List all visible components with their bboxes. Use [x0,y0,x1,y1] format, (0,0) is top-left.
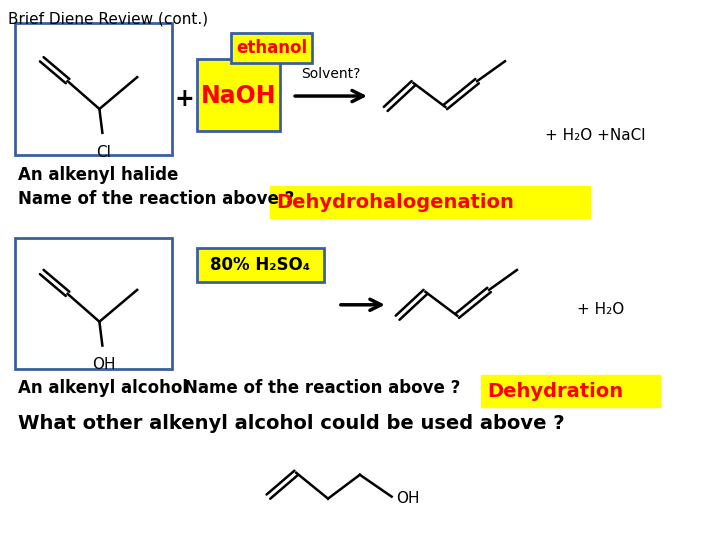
Bar [197,59,280,131]
Bar [15,23,172,154]
Text: Name of the reaction above ?: Name of the reaction above ? [18,191,294,208]
Text: +: + [174,87,194,111]
Text: OH: OH [395,491,419,506]
Text: An alkenyl halide: An alkenyl halide [18,166,179,184]
Text: NaOH: NaOH [201,84,276,108]
Text: + H₂O +NaCl: + H₂O +NaCl [545,129,645,143]
Bar [15,238,172,369]
Text: OH: OH [91,357,115,373]
Text: What other alkenyl alcohol could be used above ?: What other alkenyl alcohol could be used… [18,414,564,433]
Text: Solvent?: Solvent? [302,67,361,81]
Text: Dehydrohalogenation: Dehydrohalogenation [276,193,514,212]
Text: Name of the reaction above ?: Name of the reaction above ? [184,379,460,397]
Text: Brief Diene Review (cont.): Brief Diene Review (cont.) [8,11,208,26]
Text: Dehydration: Dehydration [487,382,624,401]
Text: An alkenyl alcohol: An alkenyl alcohol [18,379,188,397]
Bar [271,186,590,218]
Bar [230,33,312,63]
Text: 80% H₂SO₄: 80% H₂SO₄ [210,256,310,274]
Bar [481,375,660,407]
Text: Cl: Cl [96,145,111,160]
Text: ethanol: ethanol [236,39,307,57]
Bar [197,248,324,282]
Text: + H₂O: + H₂O [577,302,624,318]
